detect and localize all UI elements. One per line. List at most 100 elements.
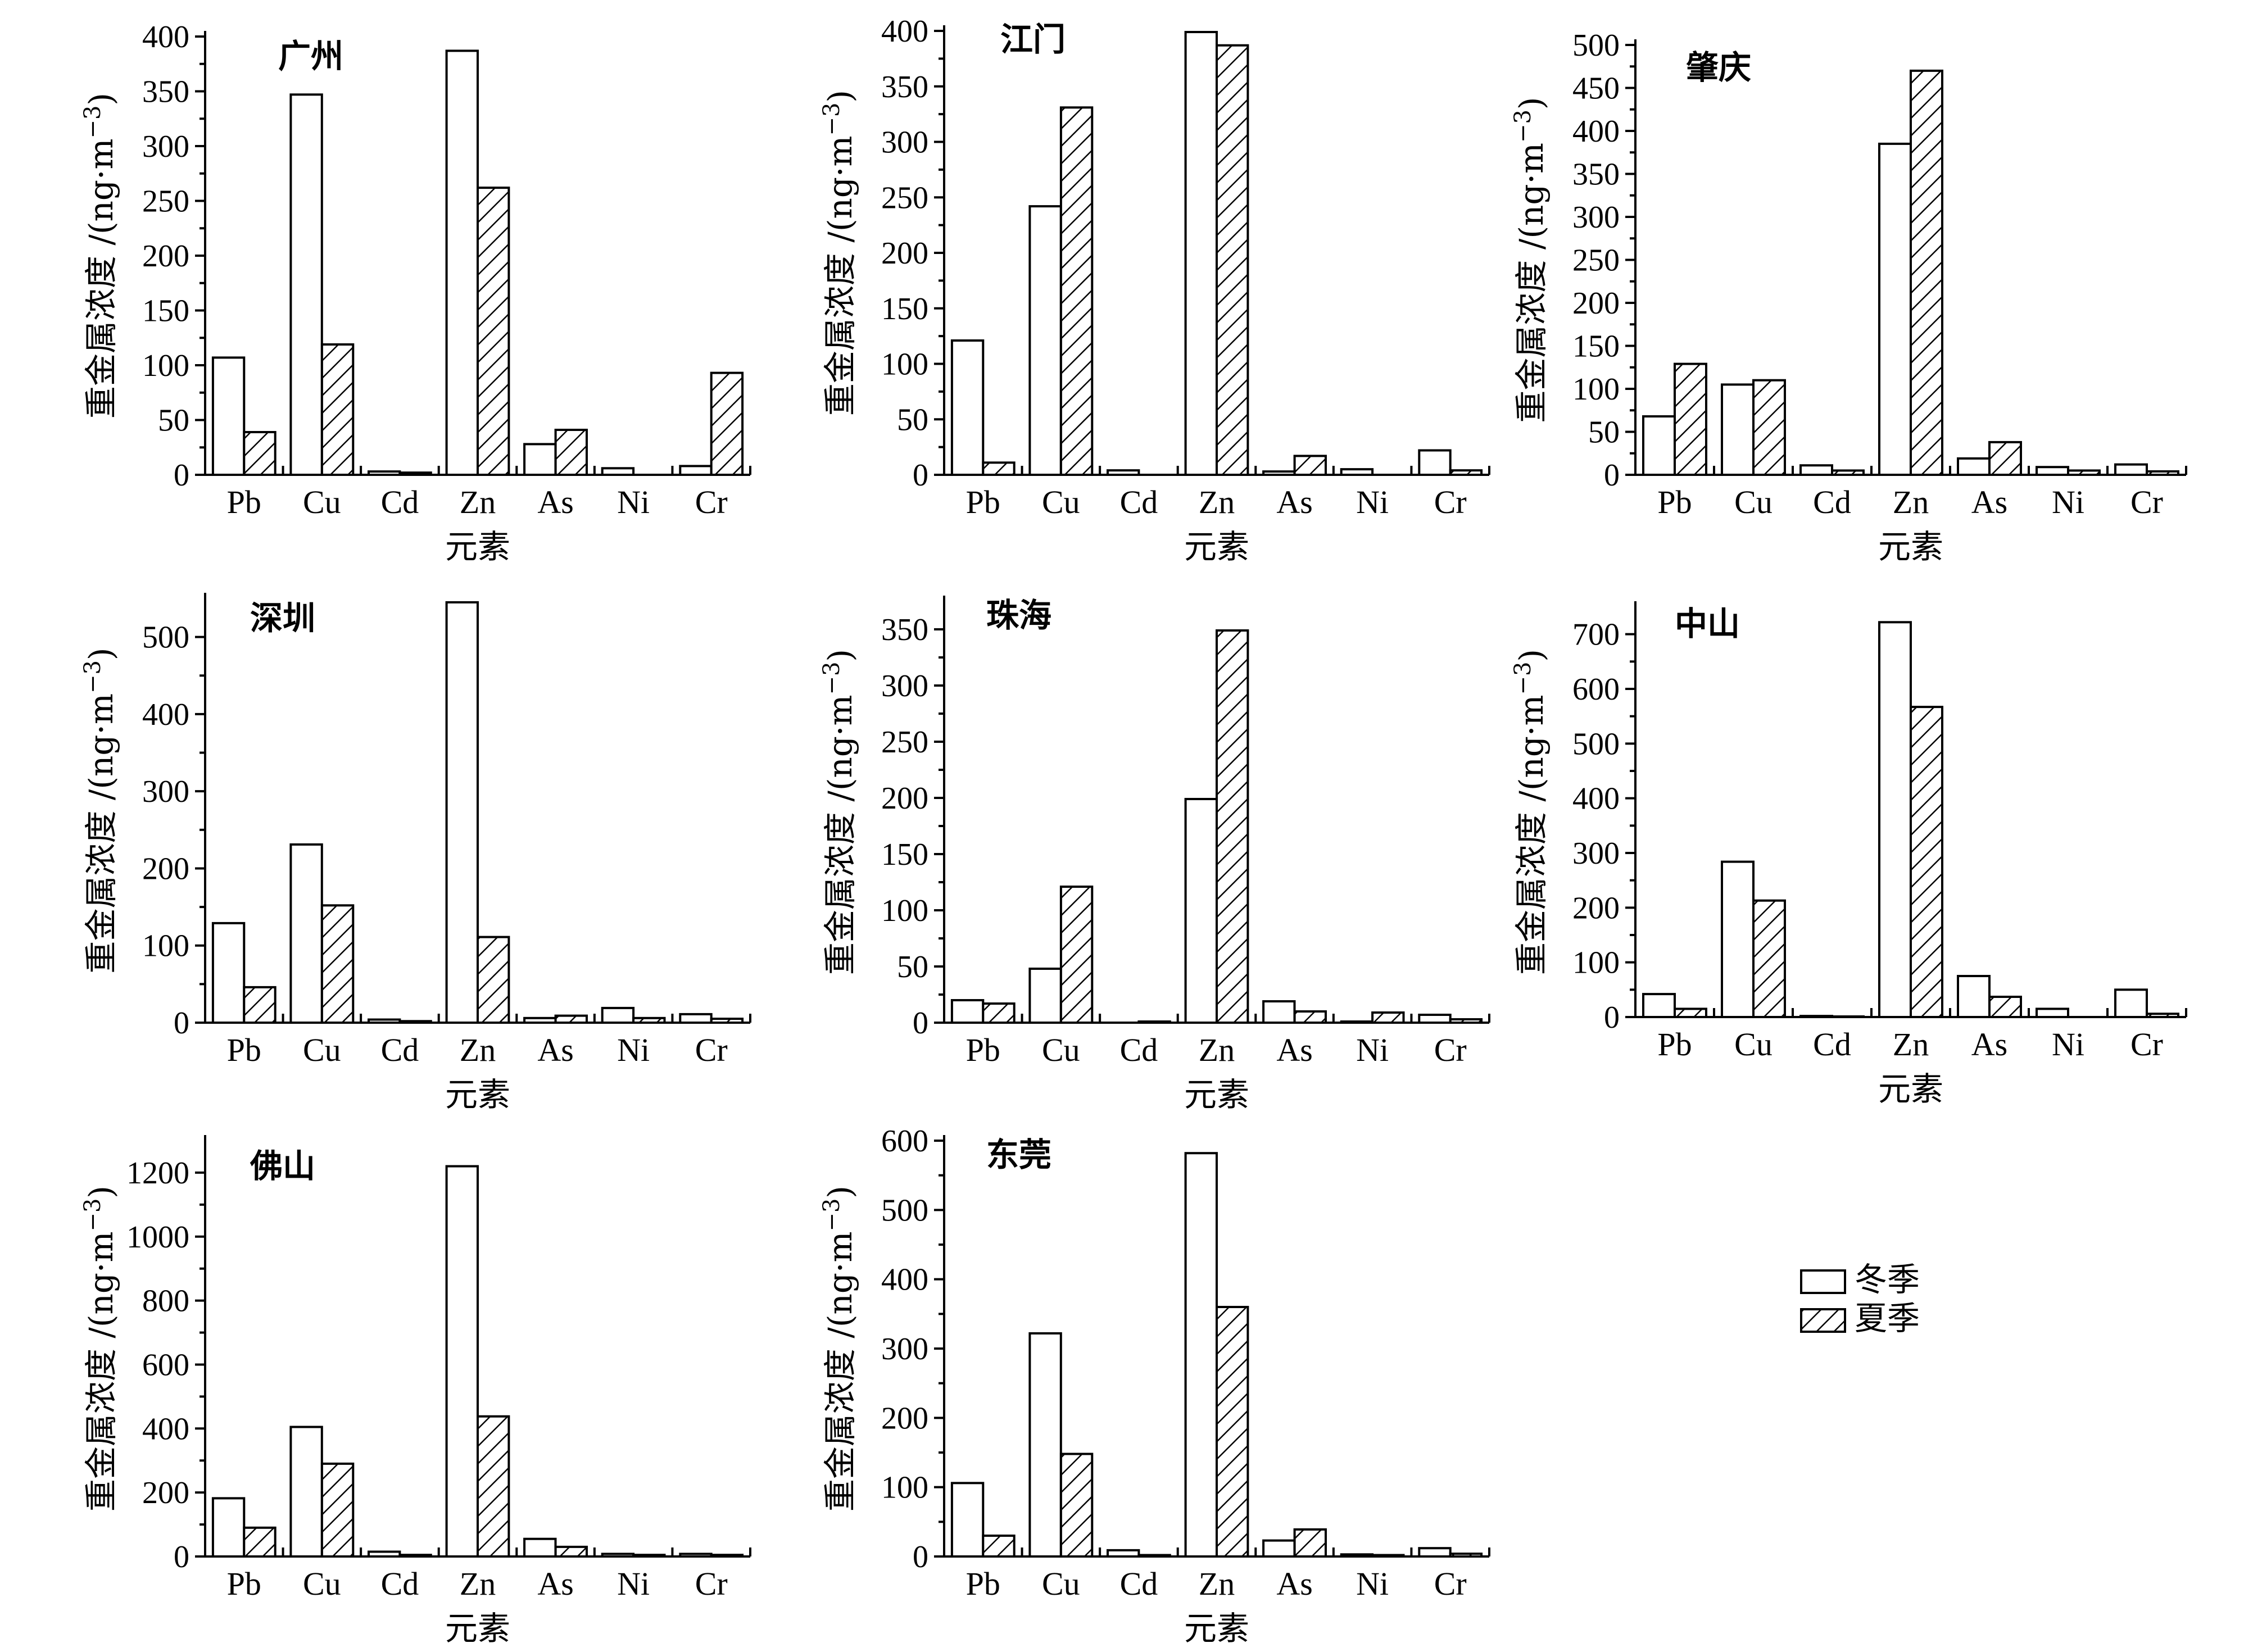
bar-winter-As: [1262, 1539, 1296, 1558]
x-category-label-Cu: Cu: [303, 1032, 341, 1068]
bar-winter-Pb: [211, 922, 246, 1024]
bar-winter-Cu: [289, 843, 323, 1024]
x-category-label-Zn: Zn: [460, 1565, 496, 1602]
bar-winter-As: [523, 443, 557, 476]
bar-winter-Pb: [211, 1497, 246, 1558]
bar-winter-Cu: [1028, 1332, 1062, 1558]
y-tick-label: 250: [881, 725, 928, 760]
y-tick-label: 150: [881, 292, 928, 326]
x-category-label-Ni: Ni: [1356, 484, 1389, 520]
bar-winter-Cr: [1418, 449, 1452, 476]
bar-summer-As: [554, 1545, 588, 1558]
chart-panel-2: 0 50 100 150 200 250 300 350 400 Pb Cu Cd Zn As Ni Cr 元素…: [819, 14, 1490, 566]
bar-winter-Cu: [1721, 860, 1755, 1018]
bar-summer-Cu: [1059, 106, 1094, 476]
x-category-label-Cu: Cu: [1734, 484, 1773, 520]
y-axis-title: 重金属浓度 /(ng·m−3): [819, 1186, 859, 1512]
bar-winter-Zn: [1878, 621, 1912, 1019]
y-tick-label: 400: [142, 20, 189, 55]
y-tick-label: 100: [1572, 946, 1620, 981]
y-tick-label: 600: [1572, 672, 1620, 707]
x-category-label-As: As: [537, 484, 573, 520]
x-axis-title: 元素: [445, 1075, 510, 1114]
bar-winter-Zn: [445, 1165, 479, 1558]
x-category-label-Cu: Cu: [303, 1565, 341, 1602]
x-category-label-Cd: Cd: [1813, 484, 1851, 520]
y-tick-label: 200: [1572, 891, 1620, 925]
bar-winter-Zn: [1184, 798, 1218, 1024]
y-tick-label: 600: [881, 1124, 928, 1159]
bar-summer-Cu: [320, 904, 355, 1024]
y-tick-label: 800: [142, 1284, 189, 1319]
bar-winter-Pb: [950, 1482, 985, 1558]
bar-summer-Pb: [243, 1526, 276, 1558]
y-tick-label: 700: [1572, 618, 1620, 652]
x-category-label-Cu: Cu: [1042, 1565, 1080, 1602]
y-tick-label: 50: [1588, 415, 1620, 450]
x-category-label-Pb: Pb: [227, 484, 261, 520]
chart-panel-4: 0 100 200 300 400 500 Pb Cu Cd Zn As Ni Cr 元素 重金属浓度 /(…: [80, 593, 751, 1114]
y-tick-label: 150: [142, 294, 189, 329]
panel-title: 东莞: [986, 1136, 1051, 1174]
y-tick-label: 1200: [126, 1156, 189, 1191]
x-category-label-Cr: Cr: [2130, 484, 2163, 520]
bar-summer-Pb: [982, 1535, 1016, 1558]
panel-title: 肇庆: [1686, 48, 1751, 87]
y-tick-label: 500: [1572, 28, 1620, 63]
y-tick-label: 500: [881, 1193, 928, 1228]
bar-summer-Cu: [1059, 1453, 1094, 1558]
x-category-label-Zn: Zn: [1199, 484, 1235, 520]
x-category-label-As: As: [1971, 1026, 2007, 1063]
x-axis-title: 元素: [1878, 1070, 1943, 1108]
y-tick-label: 150: [1572, 329, 1620, 364]
y-tick-label: 250: [1572, 243, 1620, 278]
bar-winter-As: [1957, 975, 1991, 1018]
x-category-label-Cr: Cr: [695, 1565, 728, 1602]
x-category-label-Pb: Pb: [227, 1032, 261, 1068]
x-category-label-Cd: Cd: [1120, 484, 1158, 520]
y-tick-label: 0: [913, 458, 928, 493]
y-tick-label: 200: [142, 1476, 189, 1510]
bar-winter-Zn: [445, 49, 479, 476]
bar-summer-Pb: [243, 431, 276, 476]
panel-title: 深圳: [250, 599, 315, 637]
y-tick-label: 400: [142, 697, 189, 732]
y-axis-title: 重金属浓度 /(ng·m−3): [1510, 649, 1551, 975]
chart-panel-3: 0 50 100 150 200 250 300 350 400 450 500 Pb Cu Cd Zn As…: [1510, 28, 2187, 566]
bar-summer-Pb: [1674, 362, 1707, 476]
y-tick-label: 0: [174, 1006, 189, 1041]
x-axis-title: 元素: [1184, 1609, 1249, 1648]
y-tick-label: 350: [881, 70, 928, 105]
x-category-label-Zn: Zn: [1199, 1565, 1235, 1602]
x-category-label-Cd: Cd: [381, 484, 419, 520]
chart-panel-8: 0 100 200 300 400 500 600 Pb Cu Cd Zn As Ni Cr 元素 重金属浓度…: [819, 1124, 1490, 1648]
x-category-label-As: As: [1276, 484, 1312, 520]
y-tick-label: 400: [1572, 114, 1620, 149]
charts-container: 0 50 100 150 200 250 300 350 400 Pb Cu Cd Zn As Ni Cr 元素…: [80, 14, 2187, 1648]
x-category-label-As: As: [1276, 1565, 1312, 1602]
bar-summer-Zn: [1216, 44, 1249, 476]
bar-winter-Pb: [211, 356, 246, 476]
panel-title: 中山: [1675, 605, 1740, 643]
bar-summer-As: [1988, 996, 2022, 1018]
x-category-label-As: As: [1971, 484, 2007, 520]
y-tick-label: 0: [1604, 458, 1620, 493]
x-category-label-Zn: Zn: [1199, 1032, 1235, 1068]
bar-summer-Zn: [1910, 69, 1943, 476]
bar-winter-Cu: [1028, 205, 1062, 476]
bar-winter-Ni: [2036, 1007, 2069, 1019]
x-category-label-Cd: Cd: [1813, 1026, 1851, 1063]
y-tick-label: 0: [913, 1006, 928, 1041]
y-tick-label: 50: [158, 403, 189, 438]
x-category-label-Pb: Pb: [1657, 1026, 1692, 1063]
legend: 冬季 夏季: [1800, 1260, 1920, 1337]
y-tick-label: 500: [1572, 727, 1620, 761]
y-tick-label: 350: [1572, 157, 1620, 192]
x-category-label-Zn: Zn: [1893, 1026, 1929, 1063]
y-tick-label: 200: [881, 781, 928, 816]
y-tick-label: 100: [142, 348, 189, 383]
y-tick-label: 500: [142, 620, 189, 655]
x-category-label-Cr: Cr: [1434, 484, 1467, 520]
bar-summer-As: [1293, 455, 1327, 476]
y-axis-title: 重金属浓度 /(ng·m−3): [80, 1186, 120, 1512]
